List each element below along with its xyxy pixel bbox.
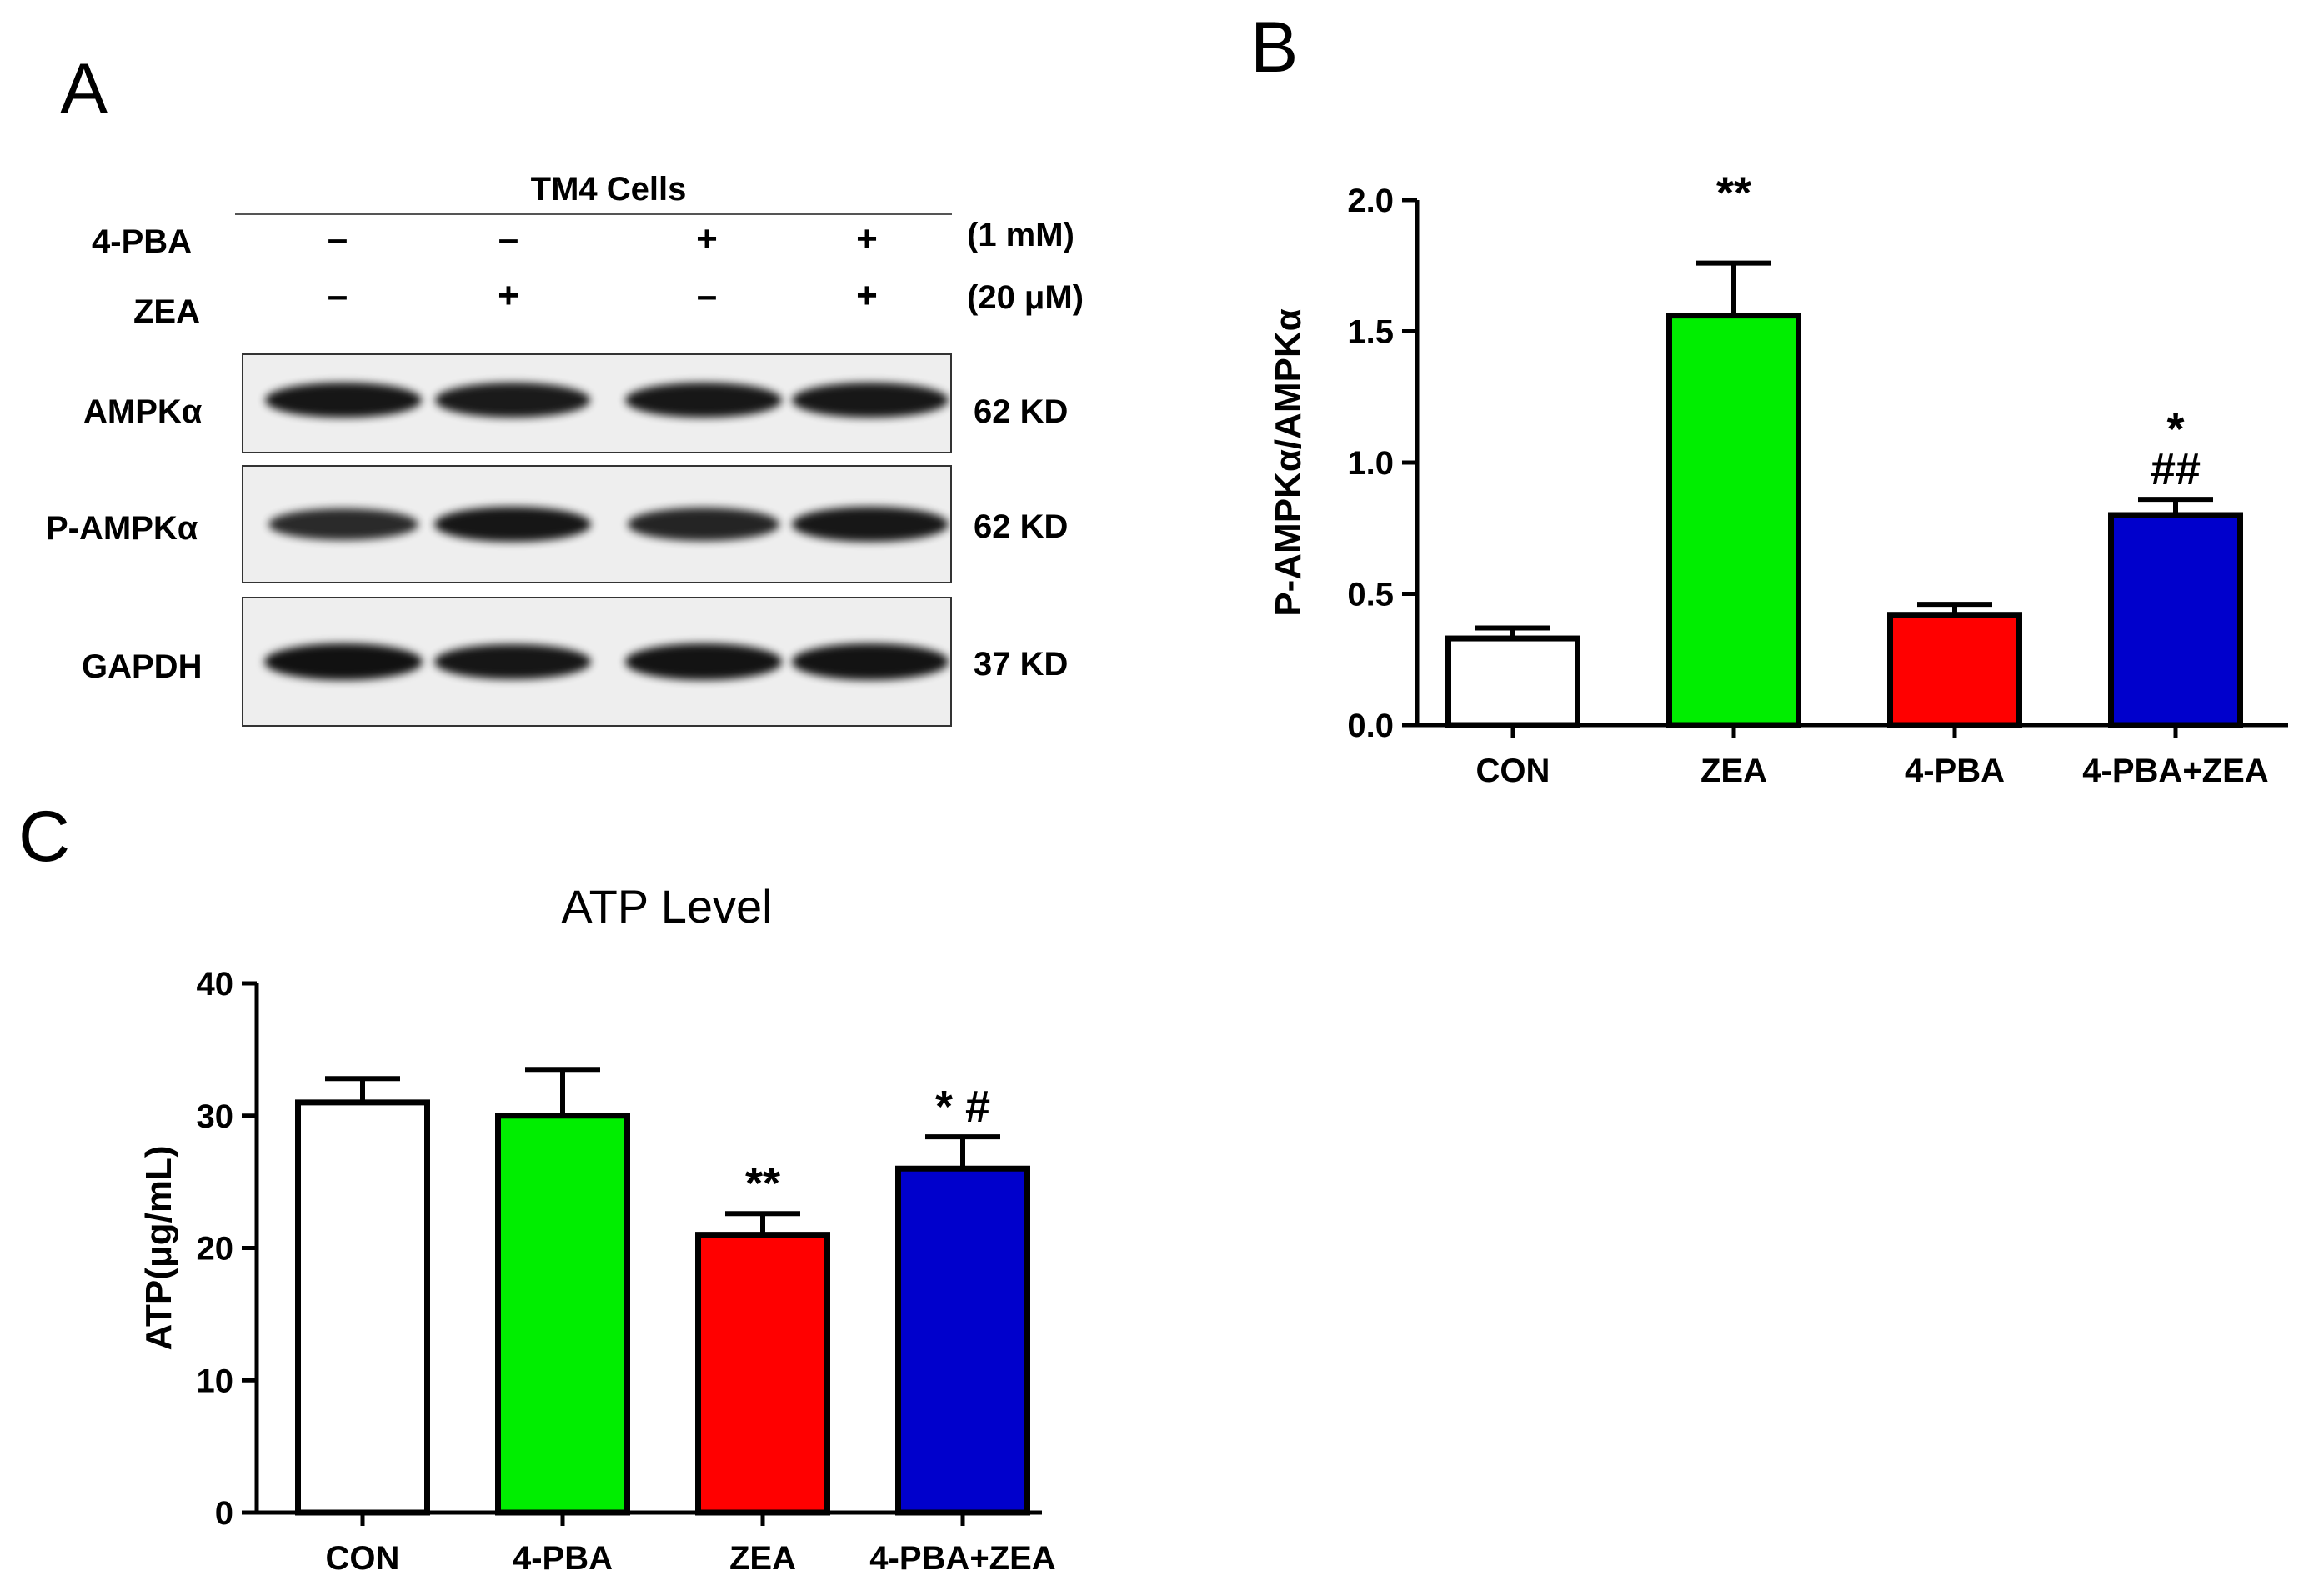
bar-4-pba+zea bbox=[895, 1165, 1030, 1516]
y-tick-label: 0 bbox=[215, 1495, 233, 1532]
condition-dose-zea: (20 μM) bbox=[967, 279, 1084, 316]
significance-label: * bbox=[2166, 404, 2184, 454]
condition-mark: – bbox=[696, 275, 718, 316]
atp-level-chart: 0 10 20 30 40 CON 4-PBA ZEA ** 4-PBA+ZEA * # ATP(μg… bbox=[138, 966, 1056, 1577]
bar-con bbox=[1445, 635, 1580, 728]
panel-b-label: B bbox=[1250, 8, 1299, 88]
blot-strip-ampk bbox=[242, 353, 952, 453]
y-tick-label: 0.5 bbox=[1347, 577, 1394, 613]
blot-band bbox=[265, 382, 422, 418]
y-axis-label: ATP(μg/mL) bbox=[138, 1145, 179, 1350]
blot-band bbox=[435, 383, 590, 418]
bar-con bbox=[295, 1099, 430, 1516]
y-tick-label: 1.0 bbox=[1347, 445, 1394, 482]
y-axis-label: P-AMPKα/AMPKα bbox=[1268, 308, 1309, 616]
significance-label: ## bbox=[2151, 444, 2201, 494]
y-tick-label: 30 bbox=[197, 1098, 234, 1135]
condition-mark: + bbox=[856, 218, 878, 259]
blot-band bbox=[624, 643, 783, 680]
protein-size: 62 KD bbox=[974, 393, 1069, 430]
x-tick-label: CON bbox=[326, 1540, 400, 1577]
panel-c-label: C bbox=[18, 797, 71, 877]
protein-label: P-AMPKα bbox=[46, 510, 198, 547]
bar-4-pba bbox=[1887, 612, 2022, 728]
y-tick-label: 10 bbox=[197, 1363, 234, 1399]
condition-mark: – bbox=[498, 218, 519, 259]
protein-size: 37 KD bbox=[974, 646, 1069, 683]
x-tick-label: 4-PBA+ZEA bbox=[2082, 753, 2268, 789]
y-tick-label: 20 bbox=[197, 1231, 234, 1268]
y-tick-label: 1.5 bbox=[1347, 314, 1394, 351]
protein-size: 62 KD bbox=[974, 508, 1069, 545]
blot-strip-gapdh bbox=[242, 597, 952, 727]
x-tick-label: 4-PBA bbox=[513, 1540, 613, 1577]
x-tick-label: 4-PBA+ZEA bbox=[869, 1540, 1055, 1577]
y-tick-label: 40 bbox=[197, 966, 234, 1003]
significance-label: ** bbox=[1716, 168, 1751, 218]
bar-4-pba bbox=[495, 1113, 630, 1516]
condition-mark: + bbox=[696, 218, 718, 259]
bar-zea bbox=[695, 1232, 830, 1516]
y-tick-label: 0.0 bbox=[1347, 708, 1394, 744]
wb-header-line bbox=[235, 213, 952, 215]
condition-dose-4pba: (1 mM) bbox=[967, 217, 1074, 253]
p-ampk-ratio-chart: 0.0 0.5 1.0 1.5 2.0 CON ZEA ** 4-PBA 4-PBA+ZEA *##… bbox=[1268, 168, 2288, 789]
significance-label: ** bbox=[745, 1158, 780, 1208]
panel-a-label: A bbox=[60, 49, 108, 129]
blot-band bbox=[791, 643, 949, 680]
protein-label: AMPKα bbox=[83, 393, 203, 430]
x-tick-label: CON bbox=[1476, 753, 1550, 789]
condition-mark: – bbox=[327, 218, 348, 259]
condition-mark: – bbox=[327, 275, 348, 316]
protein-label: GAPDH bbox=[82, 648, 203, 685]
blot-band bbox=[792, 382, 949, 418]
blot-band bbox=[625, 382, 782, 418]
blot-strip-p-ampk bbox=[242, 465, 952, 583]
bar-4-pba+zea bbox=[2108, 512, 2243, 728]
western-blot-panel: TM4 Cells 4-PBA – – + + (1 mM) ZEA – + –… bbox=[0, 0, 1167, 750]
condition-mark: + bbox=[856, 275, 878, 316]
blot-band bbox=[434, 643, 591, 680]
blot-band bbox=[264, 643, 423, 680]
x-tick-label: 4-PBA bbox=[1905, 753, 2005, 789]
condition-label-4pba: 4-PBA bbox=[92, 223, 193, 260]
wb-header: TM4 Cells bbox=[530, 171, 687, 208]
chart-title: ATP Level bbox=[561, 880, 773, 933]
condition-mark: + bbox=[498, 275, 519, 316]
blot-band bbox=[628, 508, 779, 541]
blot-band bbox=[268, 508, 418, 541]
blot-band bbox=[434, 506, 591, 543]
y-tick-label: 2.0 bbox=[1347, 183, 1394, 219]
x-tick-label: ZEA bbox=[1700, 753, 1767, 789]
bar-zea bbox=[1666, 313, 1801, 728]
blot-band bbox=[792, 506, 949, 543]
x-tick-label: ZEA bbox=[729, 1540, 796, 1577]
significance-label: * # bbox=[935, 1082, 990, 1132]
condition-label-zea: ZEA bbox=[133, 293, 200, 330]
